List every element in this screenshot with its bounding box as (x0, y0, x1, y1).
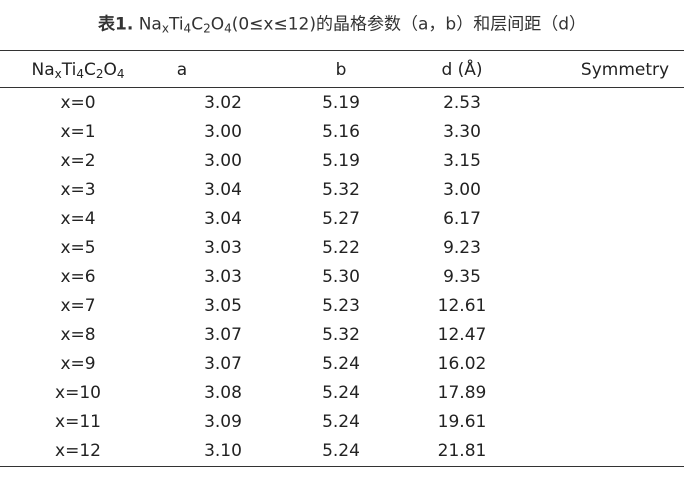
table-cell: 9.35 (443, 267, 481, 287)
table-cell: 9.23 (443, 238, 481, 258)
table-cell: 3.04 (204, 209, 242, 229)
header-rule (0, 87, 684, 88)
table-cell: 16.02 (437, 354, 487, 374)
table-cell: 3.09 (204, 412, 242, 432)
formula-subscript: 4 (76, 67, 84, 81)
table-cell: 12.47 (437, 325, 487, 345)
table-cell: 3.15 (443, 151, 481, 171)
table-cell: 3.07 (204, 354, 242, 374)
table-cell: x=3 (60, 180, 96, 200)
formula-subscript: 4 (224, 21, 232, 36)
table-cell: 3.00 (204, 122, 242, 142)
formula-part: C (83, 60, 96, 80)
formula-subscript: 4 (183, 21, 192, 36)
table-cell: 17.89 (437, 383, 487, 403)
table-cell: x=6 (60, 267, 96, 287)
table-cell: 5.19 (322, 151, 360, 171)
table-cell: x=7 (60, 296, 96, 316)
table-cell: 5.24 (322, 412, 360, 432)
header-cell: Symmetry (580, 60, 670, 80)
bottom-rule (0, 466, 684, 467)
table-cell: 3.04 (204, 180, 242, 200)
table-cell: 21.81 (437, 441, 487, 461)
title-label: 表1. (98, 14, 134, 35)
table-cell: 5.16 (322, 122, 360, 142)
formula-subscript: 2 (203, 21, 211, 36)
formula-part: Na (138, 14, 162, 35)
formula-part: C (191, 14, 204, 35)
table-cell: 3.00 (204, 151, 242, 171)
formula-part: O (210, 14, 225, 35)
formula-part: Ti (168, 14, 184, 35)
table-cell: x=8 (60, 325, 96, 345)
table-cell: x=11 (55, 412, 101, 432)
table-cell: 3.03 (204, 238, 242, 258)
table-cell: 2.53 (443, 93, 481, 113)
table-cell: 5.22 (322, 238, 360, 258)
table-cell: 5.24 (322, 354, 360, 374)
table-cell: 6.17 (443, 209, 481, 229)
table-cell: x=0 (60, 93, 96, 113)
table-cell: 3.05 (204, 296, 242, 316)
table-cell: 5.32 (322, 325, 360, 345)
formula-part: Ti (61, 60, 77, 80)
table-cell: 3.00 (443, 180, 481, 200)
table-cell: 5.19 (322, 93, 360, 113)
table-cell: 3.10 (204, 441, 242, 461)
formula-part: (0≤x≤12)的晶格参数（a，b）和层间距（d） (231, 14, 586, 35)
table-cell: 3.08 (204, 383, 242, 403)
table-cell: 5.24 (322, 383, 360, 403)
formula-part: O (103, 60, 117, 80)
header-cell: b (335, 60, 347, 80)
table-cell: x=4 (60, 209, 96, 229)
table-cell: x=1 (60, 122, 96, 142)
formula-subscript: x (161, 21, 169, 36)
table-cell: x=2 (60, 151, 96, 171)
table-cell: 3.30 (443, 122, 481, 142)
table-cell: x=5 (60, 238, 96, 258)
formula-subscript: x (54, 67, 62, 81)
table-cell: 5.24 (322, 441, 360, 461)
table-cell: 19.61 (437, 412, 487, 432)
table-cell: 5.27 (322, 209, 360, 229)
table-cell: 3.07 (204, 325, 242, 345)
table-cell: 5.23 (322, 296, 360, 316)
header-cell: d (Å) (441, 60, 483, 80)
table-cell: 3.02 (204, 93, 242, 113)
table-cell: x=9 (60, 354, 96, 374)
formula-subscript: 2 (95, 67, 104, 81)
formula-subscript: 4 (116, 67, 125, 81)
table-cell: x=10 (55, 383, 101, 403)
top-rule (0, 50, 684, 51)
formula-part: Na (31, 60, 55, 80)
header-cell: NaxTi4C2O4 (31, 60, 124, 80)
table-cell: 5.30 (322, 267, 360, 287)
table-cell: 12.61 (437, 296, 487, 316)
header-cell: a (176, 60, 188, 80)
table-title: 表1. NaxTi4C2O4(0≤x≤12)的晶格参数（a，b）和层间距（d） (98, 10, 586, 35)
table-cell: x=12 (55, 441, 101, 461)
table-cell: 5.32 (322, 180, 360, 200)
table-cell: 3.03 (204, 267, 242, 287)
